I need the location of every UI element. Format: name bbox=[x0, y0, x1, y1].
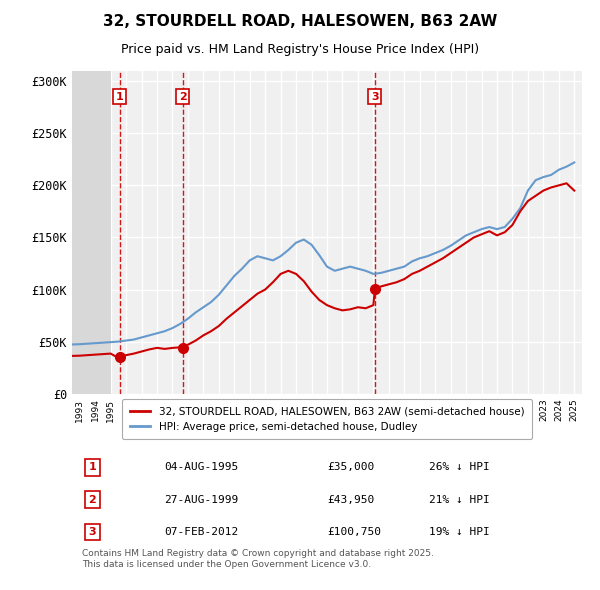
Text: 2: 2 bbox=[89, 495, 96, 505]
Bar bbox=[72, 71, 110, 394]
Text: £35,000: £35,000 bbox=[327, 463, 374, 473]
Text: Price paid vs. HM Land Registry's House Price Index (HPI): Price paid vs. HM Land Registry's House … bbox=[121, 43, 479, 56]
Text: £100,750: £100,750 bbox=[327, 527, 381, 537]
Text: 04-AUG-1995: 04-AUG-1995 bbox=[164, 463, 238, 473]
Text: 27-AUG-1999: 27-AUG-1999 bbox=[164, 495, 238, 505]
Text: £43,950: £43,950 bbox=[327, 495, 374, 505]
Text: 21% ↓ HPI: 21% ↓ HPI bbox=[429, 495, 490, 505]
Text: 3: 3 bbox=[371, 91, 379, 101]
Text: 1: 1 bbox=[116, 91, 124, 101]
Text: 32, STOURDELL ROAD, HALESOWEN, B63 2AW: 32, STOURDELL ROAD, HALESOWEN, B63 2AW bbox=[103, 15, 497, 30]
Text: 3: 3 bbox=[89, 527, 96, 537]
Text: 1: 1 bbox=[89, 463, 96, 473]
Legend: 32, STOURDELL ROAD, HALESOWEN, B63 2AW (semi-detached house), HPI: Average price: 32, STOURDELL ROAD, HALESOWEN, B63 2AW (… bbox=[122, 399, 532, 439]
Text: Contains HM Land Registry data © Crown copyright and database right 2025.
This d: Contains HM Land Registry data © Crown c… bbox=[82, 549, 434, 569]
Text: 19% ↓ HPI: 19% ↓ HPI bbox=[429, 527, 490, 537]
Text: 07-FEB-2012: 07-FEB-2012 bbox=[164, 527, 238, 537]
Text: 2: 2 bbox=[179, 91, 187, 101]
Text: 26% ↓ HPI: 26% ↓ HPI bbox=[429, 463, 490, 473]
